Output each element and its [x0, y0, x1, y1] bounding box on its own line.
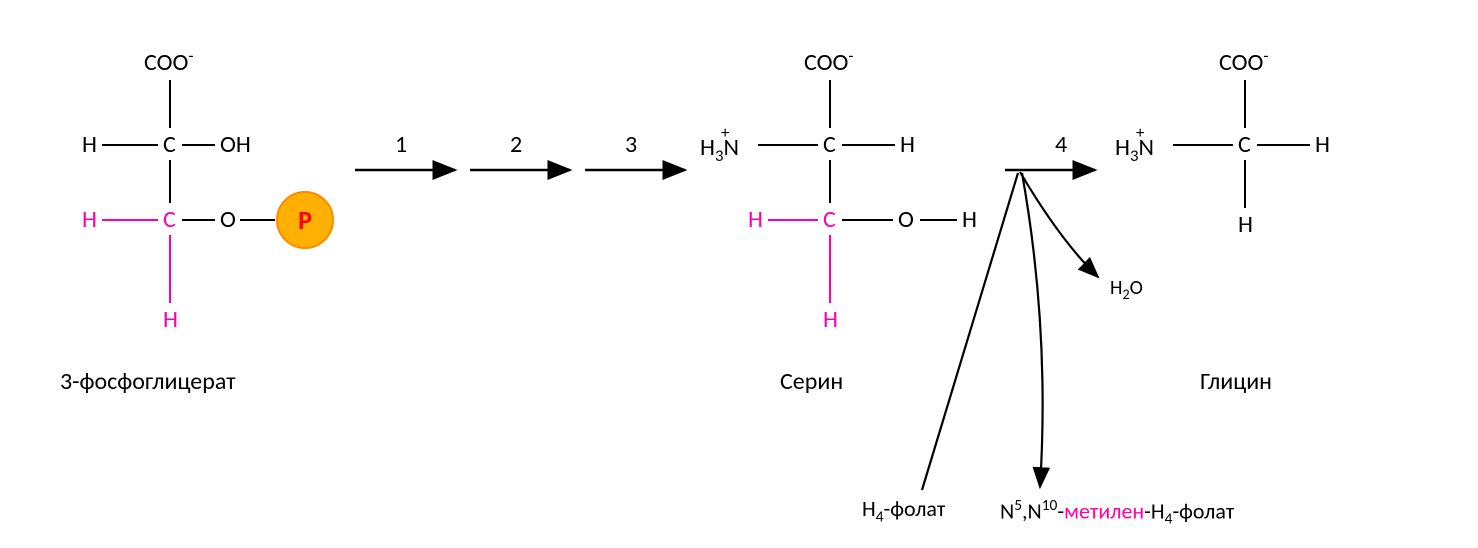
pg-oh-c2-right: OH: [220, 133, 251, 157]
ser-caption: Серин: [780, 370, 843, 394]
ser-c3: C: [823, 208, 836, 232]
diagram-stage: COO- C C H OH H O H 3-фосфоглицерат COO-…: [0, 0, 1478, 548]
gly-caption: Глицин: [1200, 370, 1272, 394]
ser-c2: C: [823, 133, 836, 157]
ser-h-bottom: H: [823, 308, 838, 332]
ser-h3n: H3N+: [700, 133, 729, 165]
ser-o: O: [898, 208, 914, 232]
pg-h-c3-left: H: [82, 208, 97, 232]
gly-c2: C: [1238, 133, 1251, 157]
curve-to-h2o: [1020, 172, 1098, 277]
pg-h-c2-left: H: [82, 133, 97, 157]
gly-h-bottom: H: [1238, 213, 1253, 237]
h2o-label: H2O: [1110, 278, 1143, 302]
arrow-to-n5n10: [1022, 173, 1043, 487]
phosphate-circle: [277, 192, 333, 248]
ser-h-oh: H: [962, 208, 977, 232]
gly-h-right: H: [1315, 133, 1330, 157]
svg-overlay: P: [0, 0, 1478, 548]
pg-h-bottom: H: [163, 308, 178, 332]
ser-h-c2-right: H: [900, 133, 915, 157]
h4-folat-label: H4-фолат: [862, 498, 945, 525]
gly-coo: COO-: [1219, 48, 1269, 75]
pg-coo: COO-: [144, 48, 194, 75]
ser-h-c3-left: H: [748, 208, 763, 232]
pg-o-c3-right: O: [220, 208, 236, 232]
step-1-label: 1: [395, 133, 407, 157]
ser-coo: COO-: [804, 48, 854, 75]
step-3-label: 3: [625, 133, 637, 157]
n5n10-folat-label: N5,N10-метилен-H4-фолат: [1000, 498, 1234, 527]
pg-caption: 3-фосфоглицерат: [60, 370, 236, 394]
pg-c3: C: [163, 208, 176, 232]
pg-c2: C: [163, 133, 176, 157]
gly-h3n: H3N+: [1115, 133, 1144, 165]
step-2-label: 2: [510, 133, 522, 157]
step-4-label: 4: [1055, 133, 1067, 157]
phosphate-p-label: P: [298, 204, 312, 236]
